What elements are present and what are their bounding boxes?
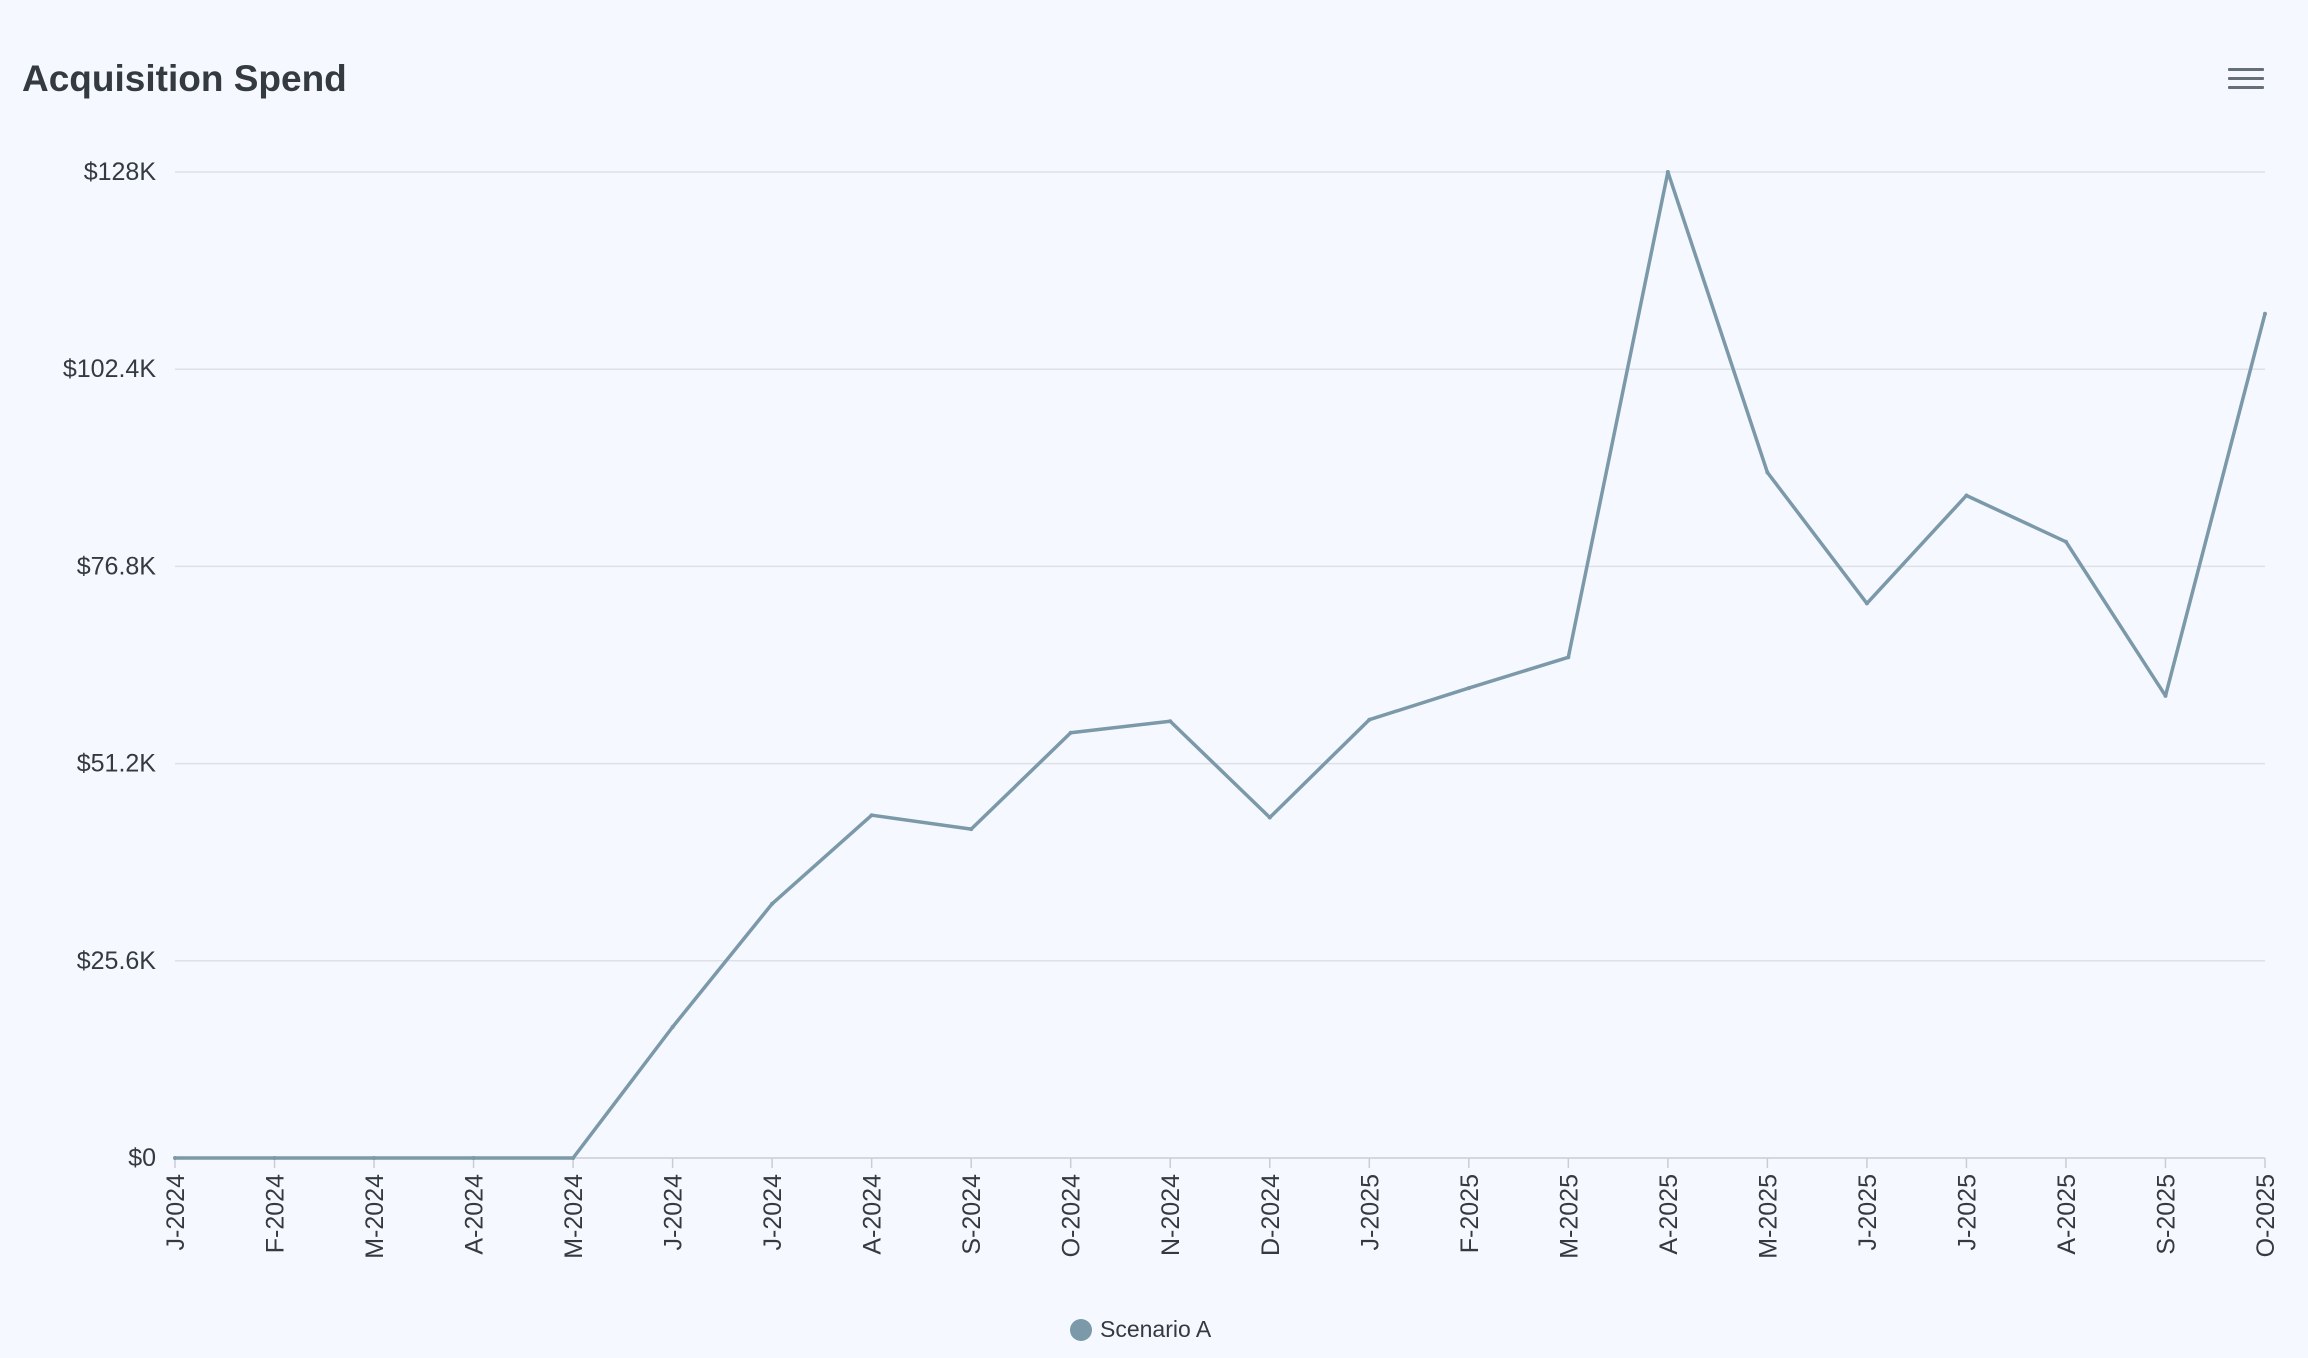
series-line-scenario-a[interactable] [175, 170, 2267, 1160]
x-tick-label: J-2025 [1356, 1174, 1384, 1250]
data-point[interactable] [1068, 730, 1073, 735]
x-tick-label: F-2025 [1456, 1174, 1484, 1253]
data-point[interactable] [770, 901, 775, 906]
x-tick-label: F-2024 [262, 1174, 290, 1253]
y-tick-label: $25.6K [77, 947, 157, 975]
series-lines [173, 170, 2267, 1160]
legend-label: Scenario A [1100, 1316, 1212, 1342]
data-point[interactable] [1168, 719, 1173, 724]
y-tick-label: $76.8K [77, 552, 157, 580]
grid-lines [175, 171, 2265, 1159]
x-tick-label: J-2024 [759, 1174, 787, 1251]
x-tick-label: M-2025 [1555, 1174, 1583, 1259]
data-point[interactable] [1367, 717, 1372, 722]
data-point[interactable] [869, 813, 874, 818]
data-point[interactable] [1267, 815, 1272, 820]
y-tick-label: $128K [84, 158, 157, 186]
menu-bar [2228, 86, 2264, 89]
legend-swatch [1070, 1318, 1092, 1341]
x-tick-label: M-2025 [1754, 1174, 1782, 1259]
y-tick-label: $51.2K [77, 750, 157, 778]
x-tick-label: M-2024 [560, 1174, 588, 1259]
data-point[interactable] [1665, 170, 1670, 174]
chart-title: Acquisition Spend [22, 58, 347, 99]
data-point[interactable] [2163, 693, 2168, 698]
y-axis-ticks: $0 $25.6K $51.2K $76.8K $102.4K $128K [63, 158, 156, 1172]
hamburger-menu-icon[interactable] [2228, 68, 2264, 98]
y-tick-label: $102.4K [63, 355, 156, 383]
legend-item-scenario-a[interactable]: Scenario A [1070, 1316, 1211, 1343]
y-tick-label: $0 [128, 1144, 156, 1172]
data-point[interactable] [471, 1156, 476, 1160]
data-point[interactable] [1964, 493, 1969, 498]
x-tick-label: A-2025 [2053, 1174, 2081, 1255]
menu-bar [2228, 68, 2264, 71]
x-tick-label: N-2024 [1157, 1174, 1185, 1256]
data-point[interactable] [1566, 655, 1571, 660]
x-tick-label: J-2024 [162, 1174, 190, 1251]
data-point[interactable] [969, 827, 974, 832]
x-tick-label: A-2024 [461, 1174, 489, 1255]
x-tick-label: M-2024 [361, 1174, 389, 1259]
data-point[interactable] [571, 1156, 576, 1160]
x-tick-label: O-2025 [2252, 1174, 2280, 1257]
x-tick-label: A-2025 [1655, 1174, 1683, 1255]
data-point[interactable] [2263, 311, 2267, 316]
x-tick-label: S-2025 [2152, 1174, 2180, 1255]
line-chart: $0 $25.6K $51.2K $76.8K $102.4K $128K J-2024 F… [63, 158, 2280, 1259]
x-tick-label: D-2024 [1257, 1174, 1285, 1256]
data-point[interactable] [1864, 601, 1869, 606]
data-point[interactable] [272, 1156, 277, 1160]
data-point[interactable] [670, 1025, 675, 1030]
data-point[interactable] [1765, 470, 1770, 475]
x-tick-label: S-2024 [958, 1174, 986, 1255]
data-point[interactable] [372, 1156, 377, 1160]
data-point[interactable] [1466, 686, 1471, 691]
x-tick-label: J-2025 [1854, 1174, 1882, 1250]
x-tick-label: J-2024 [660, 1174, 688, 1251]
data-point[interactable] [173, 1156, 177, 1160]
data-point[interactable] [2063, 539, 2068, 544]
x-tick-label: A-2024 [859, 1174, 887, 1255]
x-tick-label: J-2025 [1953, 1174, 1981, 1250]
menu-bar [2228, 77, 2264, 80]
x-axis-ticks: J-2024 F-2024 M-2024 A-2024 M-2024 J-2024 J-20… [162, 1158, 2280, 1259]
x-tick-label: O-2024 [1058, 1174, 1086, 1257]
